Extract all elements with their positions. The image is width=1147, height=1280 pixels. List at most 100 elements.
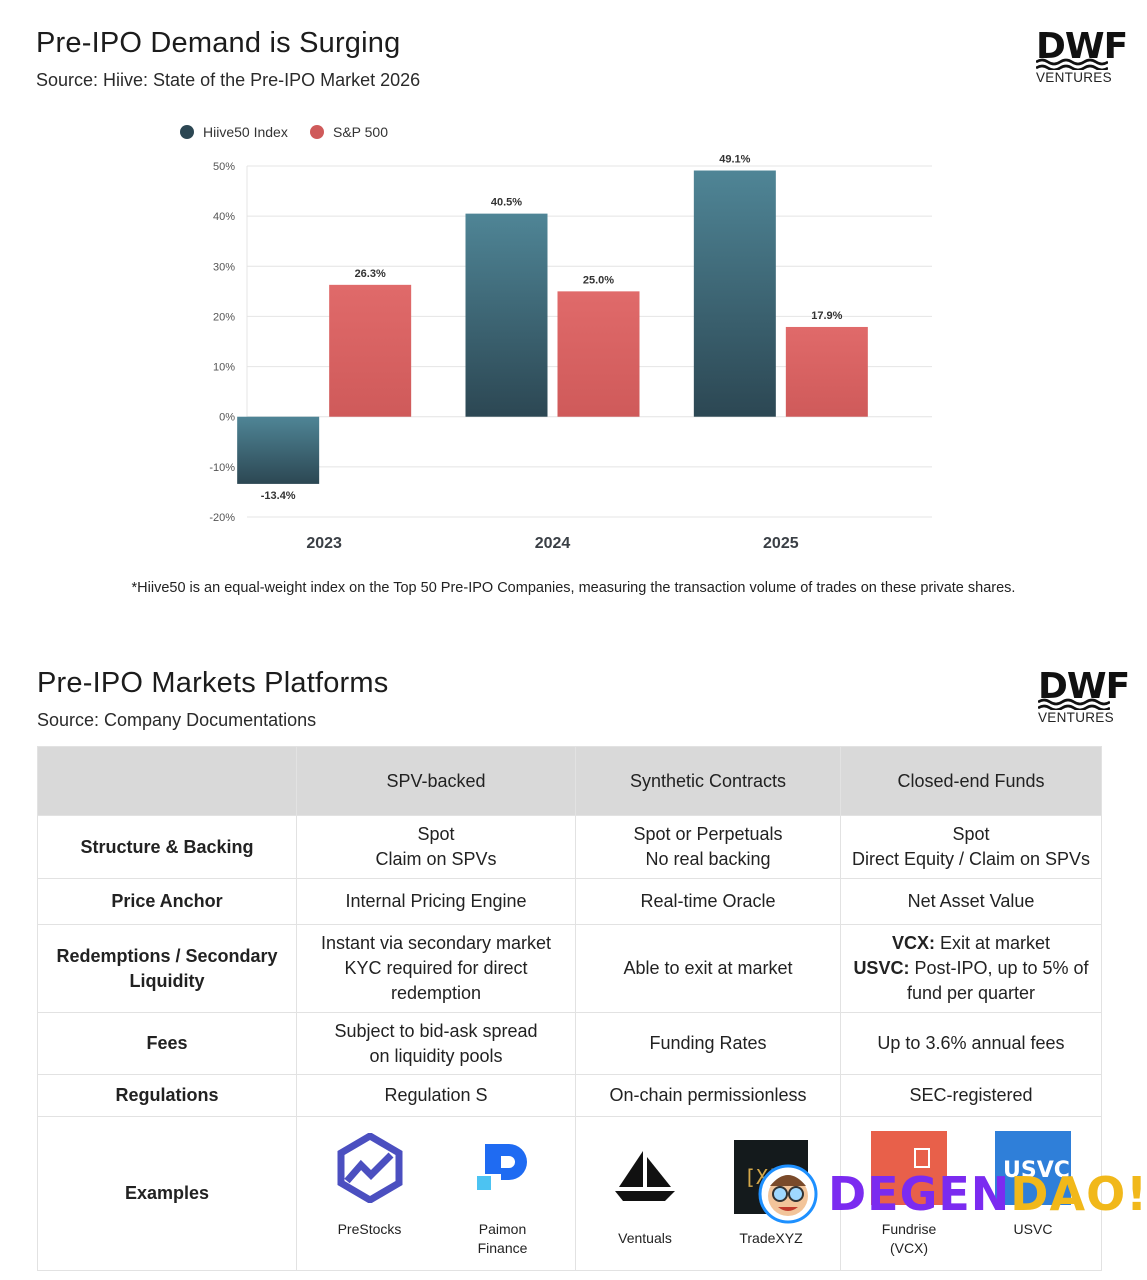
chart-footnote: *Hiive50 is an equal-weight index on the… [131, 580, 1016, 596]
table-cell: Spot Direct Equity / Claim on SPVs [840, 815, 1102, 879]
examples-cell: PreStocks Paimon Finance [296, 1116, 576, 1271]
examples-cell: Fundrise (VCX) USVC USVC [840, 1116, 1102, 1271]
bar [693, 170, 776, 417]
bar-chart: Hiive50 Index S&P 500 50% 40% 30% 20% 10% 0% -10… [180, 124, 932, 552]
table-row: Fees Subject to bid-ask spread on liquidit… [37, 1012, 1102, 1075]
mascot-icon [758, 1164, 818, 1224]
cell-line: Net Asset Value [907, 891, 1035, 911]
y-tick-label: 50% [213, 161, 235, 173]
wave-icon [1036, 58, 1108, 70]
bar [237, 416, 320, 484]
examples-group: PreStocks Paimon Finance [303, 1130, 569, 1258]
dwf-wordmark: DWF [1036, 26, 1128, 67]
cell-text: Exit at market [934, 933, 1051, 953]
row-label: Redemptions / Secondary Liquidity [37, 924, 297, 1013]
table-header-row: SPV-backed Synthetic Contracts Closed-en… [37, 746, 1102, 816]
y-tick-label: 10% [213, 362, 235, 374]
cell-line: Spot or Perpetuals [633, 824, 783, 844]
cell-line: Direct Equity / Claim on SPVs [851, 849, 1091, 869]
table-section-title: Pre-IPO Markets Platforms [37, 667, 389, 699]
legend-swatch [310, 125, 324, 139]
table-cell: Able to exit at market [575, 924, 841, 1013]
legend-swatch [180, 125, 194, 139]
table-cell: Spot or Perpetuals No real backing [575, 815, 841, 879]
cell-line: Instant via secondary market [320, 933, 552, 953]
example-platform: Fundrise (VCX) [854, 1130, 964, 1258]
cell-line: Funding Rates [649, 1033, 767, 1053]
row-label: Examples [37, 1116, 297, 1271]
table-cell: VCX: Exit at market USVC: Post-IPO, up to… [840, 924, 1102, 1013]
prestocks-logo-icon [332, 1130, 408, 1206]
cell-line: On-chain permissionless [609, 1085, 807, 1105]
example-platform-name: Fundrise [881, 1220, 937, 1237]
example-platform-name: Ventuals [618, 1230, 672, 1246]
y-tick-label: 30% [213, 261, 235, 273]
table-cell: Regulation S [296, 1074, 576, 1117]
legend-entry: S&P 500 [333, 124, 388, 140]
data-label: -13.4% [261, 490, 296, 502]
y-tick-label: 20% [213, 311, 235, 323]
cell-line: Up to 3.6% annual fees [877, 1033, 1065, 1053]
cell-line: on liquidity pools [369, 1045, 503, 1066]
table-cell: On-chain permissionless [575, 1074, 841, 1117]
ventuals-logo-icon [607, 1139, 683, 1215]
svg-text:USVC: USVC [1003, 1158, 1070, 1183]
y-tick-label: 40% [213, 211, 235, 223]
y-tick-label: -10% [209, 462, 235, 474]
bar [557, 291, 640, 417]
cell-line: Claim on SPVs [375, 849, 497, 869]
usvc-logo-icon: USVC [995, 1130, 1071, 1206]
bar [329, 284, 412, 417]
cell-bold-label: USVC: [853, 958, 910, 978]
dwf-wordmark: DWF [1038, 666, 1130, 707]
wave-icon [1038, 698, 1110, 710]
data-label: 49.1% [719, 154, 750, 166]
cell-line: Spot [952, 824, 990, 844]
x-tick-label: 2023 [306, 535, 342, 552]
cell-line: Internal Pricing Engine [345, 891, 527, 911]
chart-source: Source: Hiive: State of the Pre-IPO Mark… [36, 70, 421, 90]
example-platform-name: (VCX) [889, 1239, 929, 1256]
bar [465, 213, 548, 417]
dwf-ventures-text: VENTURES [1038, 710, 1114, 725]
header-closed-end-funds: Closed-end Funds [840, 746, 1102, 816]
dwf-logo: DWF VENTURES [1036, 26, 1128, 90]
x-tick-label: 2024 [535, 535, 571, 552]
table-cell: Real-time Oracle [575, 878, 841, 925]
cell-text: Post-IPO, up to 5% of [909, 958, 1089, 978]
table-row: Redemptions / Secondary Liquidity Instant… [37, 924, 1102, 1013]
table-cell: Funding Rates [575, 1012, 841, 1075]
example-platform-name: Paimon [478, 1220, 527, 1237]
cell-line: KYC required for direct [344, 958, 528, 978]
row-label: Price Anchor [37, 878, 297, 925]
cell-line: SEC-registered [909, 1085, 1033, 1105]
row-label: Fees [37, 1012, 297, 1075]
example-platform-name: USVC [1013, 1220, 1053, 1237]
data-label: 40.5% [491, 197, 522, 209]
cell-line: Real-time Oracle [640, 891, 776, 911]
example-platform: PreStocks [315, 1130, 425, 1239]
cell-line: Regulation S [384, 1085, 488, 1105]
table-cell: Subject to bid-ask spread on liquidity po… [296, 1012, 576, 1075]
cell-line: fund per quarter [906, 983, 1036, 1003]
degendao-watermark: DEGENDAO! [758, 1163, 1147, 1225]
bar [785, 326, 868, 417]
example-platform-name: Finance [477, 1239, 528, 1256]
table-row: Structure & Backing Spot Claim on SPVs Spot… [37, 815, 1102, 879]
fundrise-logo-icon [871, 1130, 947, 1206]
table-row: Price Anchor Internal Pricing Engine Real-… [37, 878, 1102, 925]
cell-line: redemption [390, 983, 482, 1003]
cell-line: VCX: Exit at market [847, 931, 1095, 956]
example-platform: Ventuals [590, 1139, 700, 1248]
y-tick-label: 0% [219, 412, 235, 424]
watermark-text-a: DEGEN [828, 1167, 1011, 1221]
dwf-logo-2: DWF VENTURES [1038, 666, 1130, 730]
chart-section-title: Pre-IPO Demand is Surging [36, 27, 401, 59]
row-label: Regulations [37, 1074, 297, 1117]
data-label: 25.0% [583, 274, 614, 286]
data-label: 17.9% [811, 310, 842, 322]
cell-line: Spot [417, 824, 455, 844]
watermark-text: DEGENDAO! [828, 1167, 1147, 1221]
header-synthetic-contracts: Synthetic Contracts [575, 746, 841, 816]
cell-line: USVC: Post-IPO, up to 5% of [847, 956, 1095, 981]
